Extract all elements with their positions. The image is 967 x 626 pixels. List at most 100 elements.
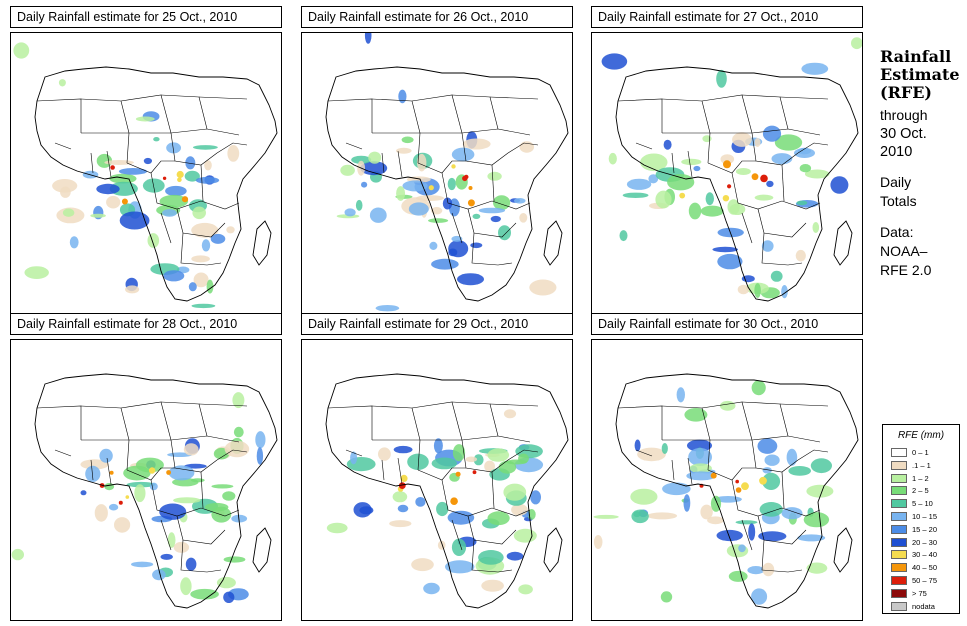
heavy-rainfall-spot <box>451 164 456 169</box>
rainfall-area <box>24 266 49 279</box>
heavy-rainfall-spot <box>710 472 717 479</box>
rainfall-area <box>445 560 475 574</box>
legend-swatch <box>891 576 907 585</box>
country-border <box>507 449 539 461</box>
rainfall-area <box>159 194 189 208</box>
country-border <box>451 519 463 551</box>
country-border <box>635 142 653 150</box>
rainfall-area <box>255 431 266 449</box>
country-border <box>687 150 693 178</box>
rfe-legend: RFE (mm) 0 – 1 .1 – 1 1 – 2 2 – 5 5 – 10 10 –… <box>882 424 960 614</box>
rainfall-area <box>457 273 484 286</box>
rainfall-area <box>799 164 812 173</box>
country-border <box>497 569 513 573</box>
country-border <box>54 142 72 150</box>
rainfall-area <box>735 520 758 525</box>
rainfall-area <box>795 249 806 262</box>
country-border <box>781 200 821 210</box>
rainfall-area <box>185 156 196 170</box>
country-border <box>451 94 499 130</box>
panel-title: Daily Rainfall estimate for 25 Oct., 201… <box>10 6 282 28</box>
country-border <box>200 200 240 210</box>
rainfall-area <box>762 467 772 474</box>
country-border <box>176 515 226 545</box>
country-border <box>761 539 789 573</box>
rainfall-area <box>684 408 708 422</box>
madagascar-outline <box>543 220 563 266</box>
rainfall-area <box>794 148 815 158</box>
rainfall-area <box>762 125 782 142</box>
rainfall-area <box>470 242 483 249</box>
heavy-rainfall-spot <box>109 470 114 475</box>
rainfall-area <box>851 37 862 50</box>
legend-swatch <box>891 524 907 534</box>
legend-swatch <box>891 486 907 496</box>
rainfall-area <box>135 457 164 473</box>
country-border <box>781 164 785 202</box>
rainfall-area <box>99 448 113 463</box>
rainfall-area <box>619 230 628 242</box>
country-border <box>471 232 499 266</box>
rainfall-area <box>396 186 406 201</box>
rainfall-area <box>398 89 407 104</box>
country-border <box>411 401 463 441</box>
rainfall-area <box>153 137 160 142</box>
rainfall-area <box>689 463 712 474</box>
rainfall-area <box>700 504 713 520</box>
legend-swatch <box>891 550 907 560</box>
country-border <box>90 459 94 481</box>
sidebar-through: through <box>880 107 928 123</box>
country-border <box>411 94 463 134</box>
legend-label: 20 – 30 <box>912 537 938 547</box>
country-border <box>81 128 240 136</box>
country-border <box>372 128 531 136</box>
legend-swatch <box>891 499 907 509</box>
country-border <box>471 539 499 573</box>
rainfall-area <box>506 551 524 561</box>
country-border <box>126 160 175 174</box>
heavy-rainfall-spot <box>177 177 182 183</box>
country-border <box>150 172 202 210</box>
rainfall-area <box>407 453 429 470</box>
rainfall-area <box>518 453 529 464</box>
heavy-rainfall-spot <box>428 185 434 191</box>
country-border <box>671 152 675 174</box>
rainfall-area <box>433 438 443 454</box>
rainfall-area <box>472 213 481 219</box>
panel-title: Daily Rainfall estimate for 29 Oct., 201… <box>301 313 573 335</box>
rainfall-area <box>770 270 783 282</box>
rainfall-area <box>340 164 355 176</box>
rainfall-area <box>162 209 177 217</box>
africa-map-svg <box>325 33 569 312</box>
rainfall-area <box>428 218 449 223</box>
rainfall-area <box>125 285 140 294</box>
heavy-rainfall-spot <box>468 186 473 190</box>
rainfall-area <box>481 579 504 592</box>
rainfall-area <box>256 447 264 465</box>
rainfall-area <box>201 239 211 252</box>
rainfall-area <box>801 62 829 75</box>
rainfall-area <box>812 222 820 233</box>
africa-map-svg <box>13 42 278 309</box>
rainfall-area <box>431 207 443 215</box>
rainfall-area <box>109 503 119 511</box>
country-border <box>467 515 517 545</box>
country-border <box>707 467 756 481</box>
legend-label: 2 – 5 <box>912 486 929 496</box>
rainfall-area <box>688 448 712 466</box>
country-border <box>701 94 753 134</box>
africa-rainfall-map <box>301 32 573 314</box>
rainfall-area <box>503 483 527 501</box>
rainfall-area <box>810 458 832 474</box>
rainfall-area <box>135 116 155 122</box>
rainfall-area <box>710 495 722 512</box>
country-border <box>160 94 208 130</box>
rainfall-area <box>152 569 166 581</box>
country-border <box>170 132 218 166</box>
legend-swatch <box>891 537 907 547</box>
legend-label: 5 – 10 <box>912 499 933 509</box>
country-border <box>662 435 821 443</box>
rainfall-area <box>417 153 427 172</box>
country-border <box>90 152 94 174</box>
country-border <box>635 449 653 457</box>
